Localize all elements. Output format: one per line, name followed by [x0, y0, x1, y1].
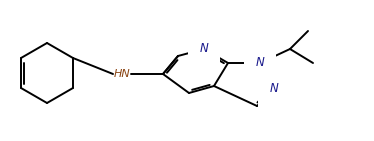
- Text: N: N: [200, 42, 208, 56]
- Text: N: N: [270, 82, 278, 95]
- Text: N: N: [255, 57, 264, 70]
- Text: HN: HN: [114, 69, 131, 79]
